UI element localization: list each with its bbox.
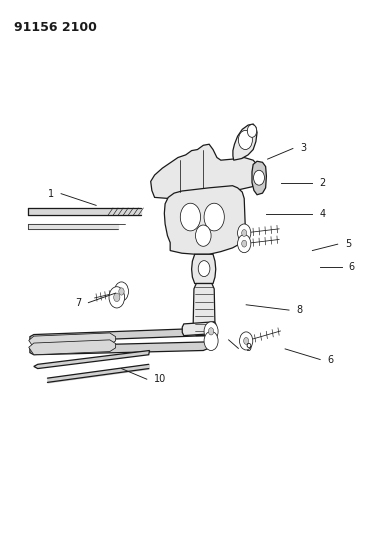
Polygon shape — [151, 144, 260, 198]
Text: 9: 9 — [246, 343, 251, 353]
Polygon shape — [164, 185, 246, 254]
Polygon shape — [30, 342, 214, 355]
Circle shape — [180, 203, 201, 231]
Polygon shape — [34, 351, 149, 368]
Circle shape — [115, 282, 129, 301]
Text: 2: 2 — [319, 177, 326, 188]
Circle shape — [248, 125, 256, 138]
Text: 1: 1 — [48, 189, 54, 199]
Polygon shape — [182, 322, 216, 336]
Text: 6: 6 — [349, 262, 355, 271]
Polygon shape — [252, 161, 266, 195]
Polygon shape — [233, 124, 257, 160]
Circle shape — [114, 293, 120, 302]
Polygon shape — [192, 254, 216, 284]
Circle shape — [208, 328, 214, 335]
Text: 8: 8 — [296, 305, 302, 315]
Polygon shape — [193, 284, 215, 336]
Circle shape — [119, 288, 124, 295]
Text: 3: 3 — [300, 143, 306, 154]
Circle shape — [239, 131, 252, 150]
Circle shape — [204, 332, 218, 351]
Text: 7: 7 — [75, 297, 81, 308]
Polygon shape — [29, 333, 116, 348]
Text: 91156 2100: 91156 2100 — [14, 21, 97, 34]
Circle shape — [238, 235, 251, 253]
Circle shape — [242, 230, 247, 237]
Text: 6: 6 — [327, 354, 333, 365]
Circle shape — [240, 332, 253, 350]
Circle shape — [204, 203, 224, 231]
Circle shape — [198, 261, 210, 277]
Circle shape — [204, 322, 218, 341]
Circle shape — [242, 240, 247, 247]
Text: 10: 10 — [154, 374, 166, 384]
Circle shape — [109, 287, 125, 308]
Circle shape — [253, 170, 264, 185]
Circle shape — [196, 225, 211, 246]
Circle shape — [244, 337, 249, 344]
Text: 5: 5 — [345, 239, 351, 249]
Polygon shape — [29, 340, 116, 355]
Circle shape — [238, 224, 251, 242]
Text: 4: 4 — [319, 209, 326, 220]
Polygon shape — [30, 328, 217, 342]
